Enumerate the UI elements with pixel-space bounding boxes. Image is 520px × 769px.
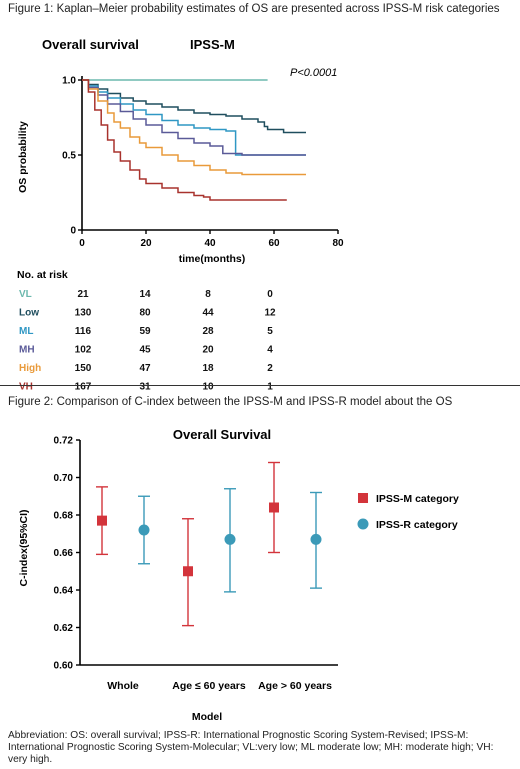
km-header-left: Overall survival (42, 37, 139, 52)
risk-count: 44 (202, 308, 214, 319)
risk-count: 1 (267, 382, 273, 393)
risk-count: 31 (139, 382, 151, 393)
risk-row-label-vl: VL (19, 289, 32, 300)
risk-row-label-high: High (19, 363, 41, 374)
km-chart: Overall survival IPSS-M P<0.0001 OS prob… (17, 37, 344, 393)
risk-count: 5 (267, 326, 273, 337)
ci-title: Overall Survival (173, 427, 271, 442)
km-y-tick-label: 0 (70, 226, 76, 237)
ci-category-label: Age ≤ 60 years (172, 680, 246, 692)
risk-count: 116 (75, 326, 92, 337)
km-curve-mh (82, 79, 306, 156)
risk-count: 4 (267, 345, 273, 356)
ci-y-tick-label: 0.68 (54, 511, 74, 522)
ci-legend: IPSS-M category IPSS-R category (357, 493, 459, 531)
ci-point-ipss-r-category (310, 533, 322, 545)
legend-label: IPSS-R category (376, 519, 458, 531)
risk-count: 59 (139, 326, 151, 337)
risk-count: 12 (264, 308, 276, 319)
risk-count: 28 (202, 326, 214, 337)
km-pvalue: P<0.0001 (290, 67, 337, 79)
risk-count: 18 (202, 363, 214, 374)
ci-ylabel: C-index(95%CI) (18, 509, 30, 586)
risk-count: 10 (202, 382, 214, 393)
km-ylabel: OS probability (17, 121, 29, 193)
km-y-tick-label: 0.5 (62, 151, 76, 162)
ci-xlabel: Model (192, 711, 222, 723)
risk-count: 8 (205, 289, 211, 300)
risk-count: 102 (75, 345, 92, 356)
ci-y-tick-label: 0.72 (54, 436, 74, 447)
ci-point-ipss-r-category (138, 524, 150, 536)
ci-marks (96, 461, 322, 627)
abbreviation-note: Abbreviation: OS: overall survival; IPSS… (8, 730, 494, 765)
km-xlabel: time(months) (179, 253, 246, 265)
km-x-tick-label: 40 (204, 238, 216, 249)
ci-category-label: Age > 60 years (258, 680, 332, 692)
legend-circle-icon (357, 518, 369, 530)
ci-y-tick-label: 0.60 (54, 661, 74, 672)
ci-point-ipss-m-category (97, 515, 107, 526)
ci-y-tick-label: 0.66 (54, 548, 74, 559)
figure2-caption: Figure 2: Comparison of C-index between … (8, 396, 453, 408)
risk-table-title: No. at risk (17, 269, 68, 281)
legend-label: IPSS-M category (376, 493, 459, 505)
km-curve-high (82, 79, 306, 176)
ci-y-tick-label: 0.70 (54, 473, 74, 484)
km-axes: 0 20 40 60 80 0 0.5 1.0 (62, 76, 344, 250)
figure-divider (0, 385, 520, 386)
ci-point-ipss-m-category (269, 502, 279, 513)
risk-count: 0 (267, 289, 273, 300)
cindex-chart: Overall Survival C-index(95%CI) Model 0.… (18, 427, 459, 723)
risk-count: 47 (139, 363, 151, 374)
risk-row-label-mh: MH (19, 345, 35, 356)
km-lines (82, 79, 306, 201)
legend-square-icon (358, 493, 368, 503)
ci-point-ipss-m-category (183, 566, 193, 577)
ci-y-tick-label: 0.64 (54, 586, 74, 597)
risk-row-label-ml: ML (19, 326, 33, 337)
risk-count: 80 (139, 308, 151, 319)
km-y-tick-label: 1.0 (62, 76, 76, 87)
risk-count: 150 (75, 363, 92, 374)
km-x-tick-label: 80 (332, 238, 344, 249)
risk-count: 130 (75, 308, 92, 319)
km-x-tick-label: 60 (268, 238, 280, 249)
km-header-right: IPSS-M (190, 37, 235, 52)
km-curve-ml (82, 79, 306, 156)
km-x-tick-label: 20 (140, 238, 152, 249)
km-curve-vh (82, 79, 287, 201)
risk-count: 21 (77, 289, 89, 300)
risk-count: 167 (75, 382, 92, 393)
risk-row-label-low: Low (19, 308, 39, 319)
ci-axes: 0.60 0.62 0.64 0.66 0.68 0.70 0.72 Whole Age ≤ 6… (54, 436, 338, 692)
ci-category-label: Whole (107, 680, 139, 692)
risk-row-label-vh: VH (19, 382, 33, 393)
risk-count: 20 (202, 345, 214, 356)
risk-count: 14 (139, 289, 151, 300)
ci-point-ipss-r-category (224, 533, 236, 545)
figure1-caption: Figure 1: Kaplan–Meier probability estim… (8, 3, 500, 15)
km-x-tick-label: 0 (79, 238, 85, 249)
risk-count: 45 (139, 345, 151, 356)
risk-count: 2 (267, 363, 273, 374)
ci-y-tick-label: 0.62 (54, 623, 74, 634)
